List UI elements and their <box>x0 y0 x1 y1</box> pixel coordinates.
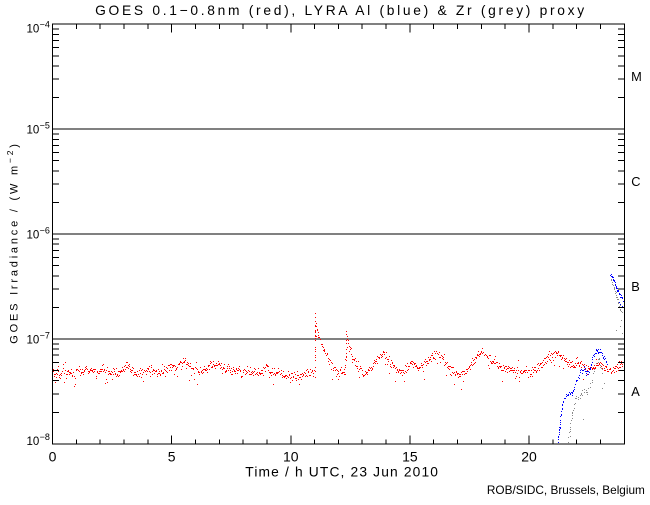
svg-text:C: C <box>631 174 640 189</box>
svg-text:ROB/SIDC, Brussels, Belgium: ROB/SIDC, Brussels, Belgium <box>487 483 645 497</box>
svg-text:10: 10 <box>283 449 299 465</box>
svg-text:GOES Irradiance / (W m−2): GOES Irradiance / (W m−2) <box>5 141 20 344</box>
svg-text:Time / h UTC, 23 Jun 2010: Time / h UTC, 23 Jun 2010 <box>245 465 439 480</box>
svg-text:−4: −4 <box>40 20 50 30</box>
svg-text:B: B <box>631 279 640 294</box>
svg-text:10: 10 <box>27 24 40 36</box>
svg-text:10: 10 <box>27 230 40 242</box>
svg-text:−8: −8 <box>40 432 50 442</box>
svg-text:10: 10 <box>27 436 40 448</box>
svg-text:20: 20 <box>521 449 537 465</box>
svg-text:GOES 0.1−0.8nm (red), LYRA Al: GOES 0.1−0.8nm (red), LYRA Al (blue) & Z… <box>95 3 587 18</box>
svg-text:A: A <box>631 384 640 399</box>
svg-text:0: 0 <box>49 449 57 465</box>
svg-text:−5: −5 <box>40 120 50 130</box>
svg-text:10: 10 <box>27 334 40 346</box>
svg-text:15: 15 <box>402 449 418 465</box>
svg-text:5: 5 <box>168 449 176 465</box>
svg-text:M: M <box>631 69 642 84</box>
svg-text:10: 10 <box>27 124 40 136</box>
svg-text:−6: −6 <box>40 226 50 236</box>
svg-text:−7: −7 <box>40 330 50 340</box>
